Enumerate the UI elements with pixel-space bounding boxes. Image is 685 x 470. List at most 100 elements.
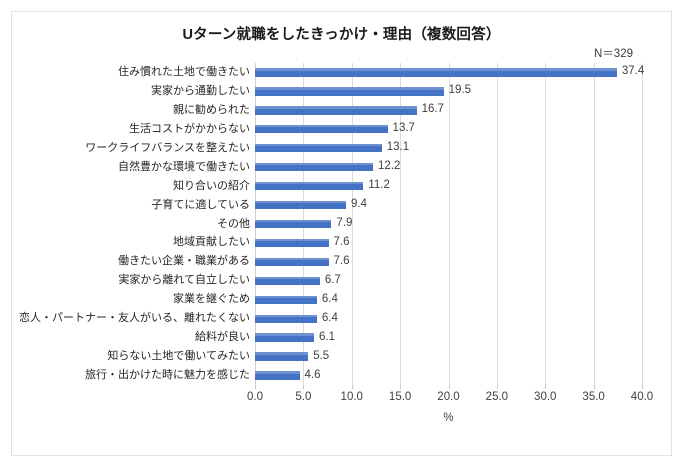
bar-row[interactable]: 6.1: [255, 328, 642, 347]
bar-value-label: 6.4: [321, 292, 338, 305]
bar-highlight: [255, 371, 300, 374]
bar[interactable]: [255, 87, 444, 96]
bar-row[interactable]: 5.5: [255, 347, 642, 366]
category-label: 親に勧められた: [173, 103, 250, 116]
bar-value-label: 6.1: [319, 330, 336, 343]
category-label: 生活コストがかからない: [129, 122, 250, 135]
bar-row[interactable]: 6.4: [255, 309, 642, 328]
bar[interactable]: [255, 333, 315, 342]
category-axis-labels: 住み慣れた土地で働きたい 実家から通勤したい 親に勧められた 生活コストがかからないワ…: [14, 63, 250, 385]
bar[interactable]: [255, 125, 388, 134]
category-label: 恋人・パートナー・友人がいる、離れたくない: [19, 312, 250, 325]
bar-row[interactable]: 6.4: [255, 290, 642, 309]
bar[interactable]: [255, 314, 317, 323]
bar-row[interactable]: 9.4: [255, 196, 642, 215]
chart-title: Uターン就職をしたきっかけ・理由（複数回答）: [182, 27, 501, 43]
x-tick-label: 5.0: [295, 391, 312, 403]
bar-row[interactable]: 6.7: [255, 271, 642, 290]
bar-value-label: 13.7: [392, 122, 415, 135]
bar-row[interactable]: 7.6: [255, 252, 642, 271]
bar-highlight: [255, 106, 417, 109]
gridline-35.0: [593, 63, 595, 385]
bar-row[interactable]: 16.7: [255, 101, 642, 120]
gridline-30.0: [545, 63, 547, 385]
x-tick-label: 20.0: [437, 391, 460, 403]
tick-mark-10.0: [351, 385, 353, 389]
bar[interactable]: [255, 276, 320, 285]
x-tick-label: 40.0: [630, 391, 654, 403]
bar-highlight: [255, 238, 329, 242]
category-label: 実家から離れて自立したい: [118, 274, 250, 287]
bar-highlight: [255, 181, 364, 185]
bar-highlight: [255, 295, 317, 298]
plot-area: 37.4 19.5 16.7 13.7 13.1 12.2 11.2 9.4 7.9 7.6 7.6…: [255, 63, 645, 389]
bar-highlight: [255, 276, 320, 279]
bar[interactable]: [255, 219, 332, 229]
bar-highlight: [255, 352, 309, 355]
bar-row[interactable]: 4.6: [255, 366, 642, 385]
bar-value-label: 13.1: [386, 141, 410, 154]
bar-highlight: [255, 87, 444, 90]
bar-highlight: [255, 68, 617, 71]
bar[interactable]: [255, 352, 309, 361]
category-label: 知り合いの紹介: [173, 179, 250, 192]
bar-value-label: 11.2: [368, 179, 390, 192]
bar[interactable]: [255, 295, 317, 304]
bar[interactable]: [255, 238, 329, 248]
x-axis-tick-labels: 0.0 5.0 10.0 15.0 20.0 25.0 30.0 35.0 40.0: [247, 391, 653, 407]
bar-highlight: [255, 257, 329, 261]
x-axis-title: %: [443, 412, 454, 424]
tick-mark-15.0: [400, 385, 402, 389]
bar-row[interactable]: 19.5: [255, 82, 642, 101]
bar-highlight: [255, 125, 388, 128]
category-label: 地域貢献したい: [173, 236, 250, 249]
bar[interactable]: [255, 106, 417, 115]
bar-row[interactable]: 7.9: [255, 215, 642, 234]
bar[interactable]: [255, 181, 364, 191]
bar[interactable]: [255, 371, 300, 380]
tick-mark-25.0: [496, 385, 498, 389]
category-label: 実家から通勤したい: [151, 84, 250, 97]
bar-row[interactable]: 12.2: [255, 158, 642, 177]
tick-mark-5.0: [303, 385, 305, 389]
tick-mark-35.0: [593, 385, 595, 389]
bar[interactable]: [255, 68, 617, 77]
bar[interactable]: [255, 144, 382, 153]
bar[interactable]: [255, 162, 374, 172]
bar-value-label: 7.6: [333, 235, 350, 248]
bar-value-label: 9.4: [350, 198, 367, 211]
gridline-10.0: [351, 63, 353, 385]
bar-highlight: [255, 162, 374, 166]
bar-value-label: 19.5: [448, 84, 472, 97]
category-label: 子育てに適している: [151, 198, 250, 211]
bar-value-label: 5.5: [313, 349, 330, 362]
x-tick-label: 15.0: [388, 391, 412, 403]
chart-frame: Uターン就職をしたきっかけ・理由（複数回答） N＝329: [11, 11, 672, 456]
bar-row[interactable]: 11.2: [255, 177, 642, 196]
bar-row[interactable]: 13.7: [255, 120, 642, 139]
bar[interactable]: [255, 200, 346, 210]
x-tick-label: 35.0: [582, 391, 605, 403]
category-label: 働きたい企業・職業がある: [118, 255, 250, 268]
category-label: 給料が良い: [195, 331, 250, 344]
bar-highlight: [255, 314, 317, 317]
bar-highlight: [255, 333, 315, 336]
gridline-15.0: [400, 63, 402, 385]
bar-value-label: 12.2: [378, 160, 401, 173]
sample-size-annotation: N＝329: [594, 48, 633, 60]
tick-mark-0.0: [255, 385, 256, 389]
gridline-25.0: [496, 63, 498, 385]
bar-row[interactable]: 7.6: [255, 233, 642, 252]
bar-row[interactable]: 37.4: [255, 63, 645, 82]
bar[interactable]: [255, 257, 329, 267]
tick-mark-30.0: [545, 385, 547, 389]
category-label: 自然豊かな環境で働きたい: [118, 160, 250, 173]
tick-mark-20.0: [448, 385, 450, 389]
bar-value-label: 37.4: [621, 65, 645, 78]
bar-value-label: 7.9: [336, 216, 353, 229]
gridline-40.0: [642, 63, 643, 385]
bar-row[interactable]: 13.1: [255, 139, 642, 158]
category-label: その他: [217, 217, 250, 230]
gridline-20.0: [448, 63, 450, 385]
x-tick-label: 25.0: [485, 391, 509, 403]
